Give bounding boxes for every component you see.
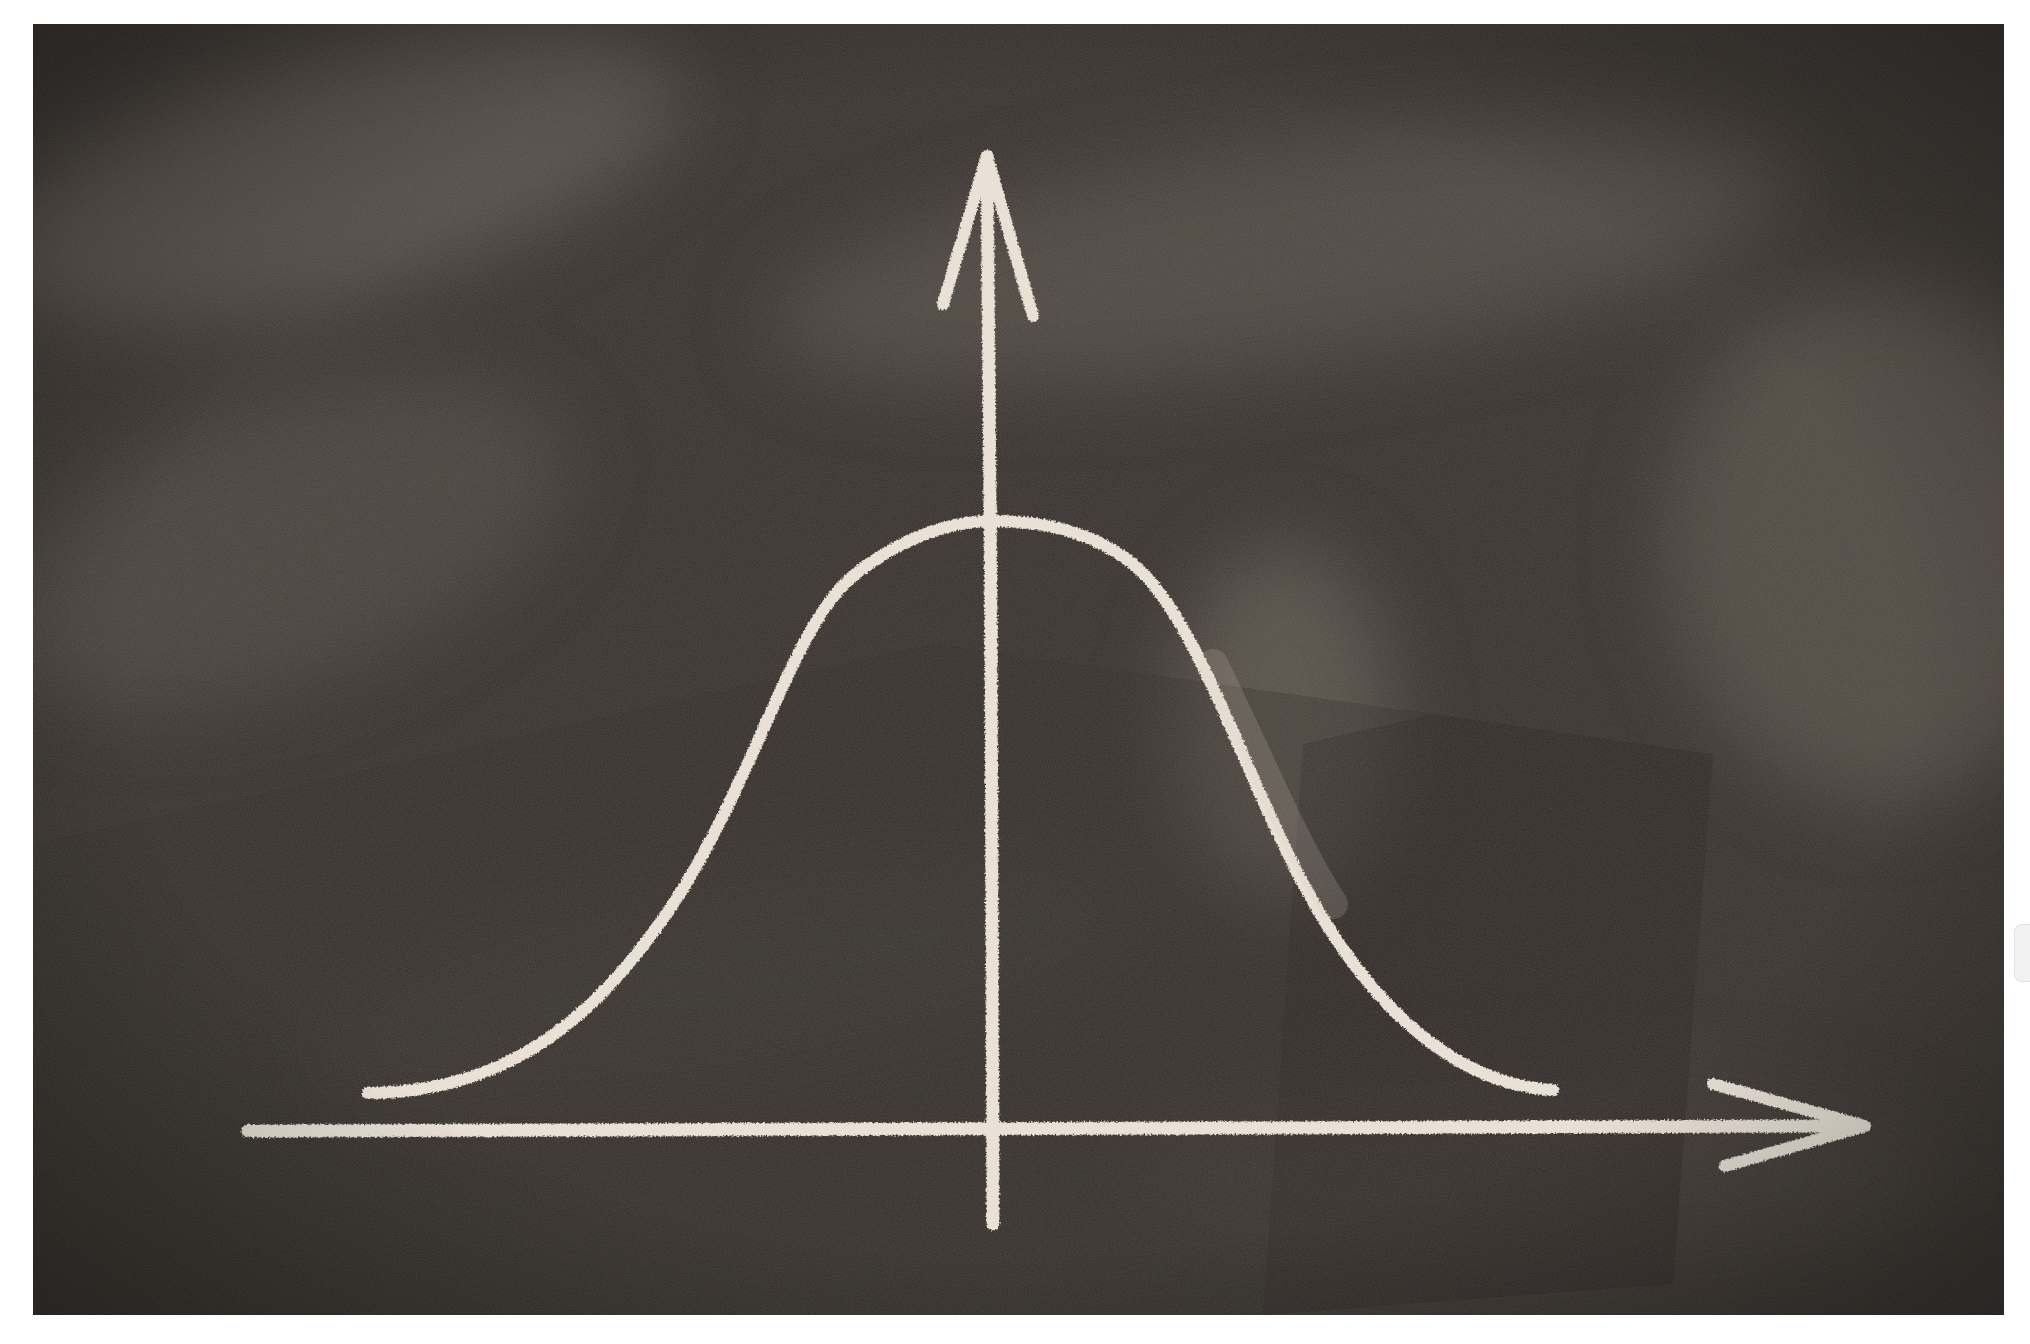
- chalkboard-illustration: [33, 24, 2004, 1315]
- side-scroll-tab[interactable]: [2014, 924, 2030, 982]
- chalkboard: [33, 24, 2004, 1315]
